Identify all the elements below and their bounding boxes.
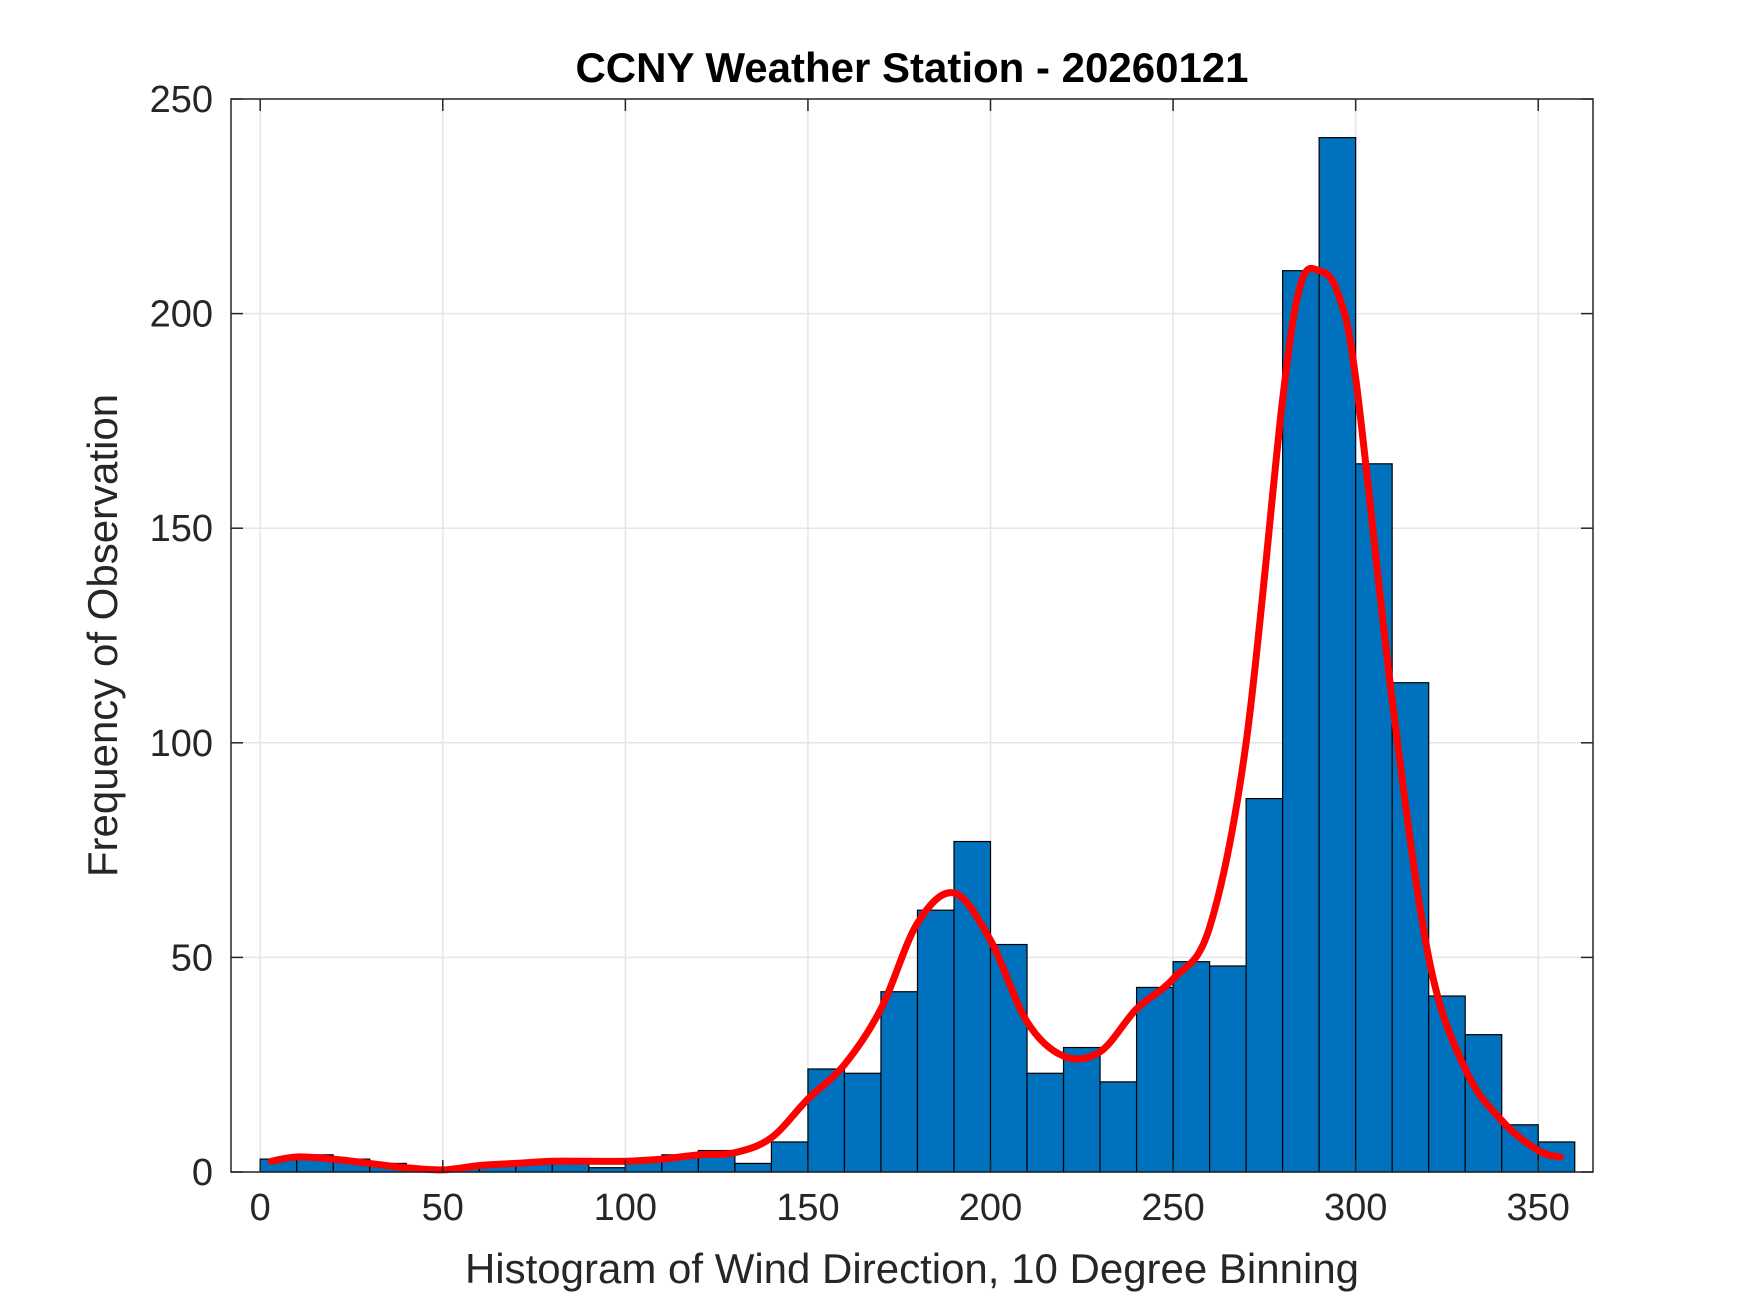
x-tick-label-100: 100 <box>594 1187 657 1229</box>
y-tick-label-250: 250 <box>150 79 213 121</box>
fit-curve-line <box>267 264 1564 1174</box>
y-tick-label-150: 150 <box>150 508 213 550</box>
histogram-bar-18 <box>916 909 955 1173</box>
histogram-bar-23 <box>1099 1081 1138 1173</box>
x-tick-label-200: 200 <box>959 1187 1022 1229</box>
x-axis-title: Histogram of Wind Direction, 10 Degree B… <box>465 1245 1359 1292</box>
x-tick-label-350: 350 <box>1507 1187 1570 1229</box>
histogram-bar-21 <box>1026 1072 1065 1173</box>
x-tick-label-50: 50 <box>422 1187 464 1229</box>
y-tick-label-200: 200 <box>150 294 213 336</box>
histogram-bar-13 <box>734 1162 773 1173</box>
x-tick-label-250: 250 <box>1141 1187 1204 1229</box>
plot-area-border <box>230 98 1594 1173</box>
x-tick-label-300: 300 <box>1324 1187 1387 1229</box>
y-tick-label-0: 0 <box>192 1152 213 1194</box>
histogram-bar-24 <box>1135 986 1174 1173</box>
histogram-bar-14 <box>770 1141 809 1173</box>
y-tick-label-50: 50 <box>171 937 213 979</box>
histogram-bar-29 <box>1318 137 1357 1173</box>
histogram-bar-25 <box>1172 961 1211 1173</box>
x-tick-label-150: 150 <box>776 1187 839 1229</box>
histogram-bar-27 <box>1245 797 1284 1173</box>
histogram-bar-22 <box>1062 1046 1101 1173</box>
histogram-bar-16 <box>843 1072 882 1173</box>
y-axis-title: Frequency of Observation <box>79 394 126 877</box>
x-tick-label-0: 0 <box>250 1187 271 1229</box>
histogram-bar-28 <box>1282 270 1320 1173</box>
tick-labels-layer: 0 50 100 150 200 250 300 350 0 50 100 150 200 250 <box>150 79 1570 1229</box>
histogram-bar-32 <box>1428 995 1466 1173</box>
ticks-layer <box>231 98 1593 1173</box>
histogram-bar-19 <box>953 840 992 1173</box>
histogram-bar-26 <box>1208 965 1247 1173</box>
fit-curve-layer <box>267 264 1564 1174</box>
chart-title: CCNY Weather Station - 20260121 <box>575 44 1248 91</box>
histogram-bar-17 <box>880 991 919 1173</box>
y-tick-label-100: 100 <box>150 723 213 765</box>
